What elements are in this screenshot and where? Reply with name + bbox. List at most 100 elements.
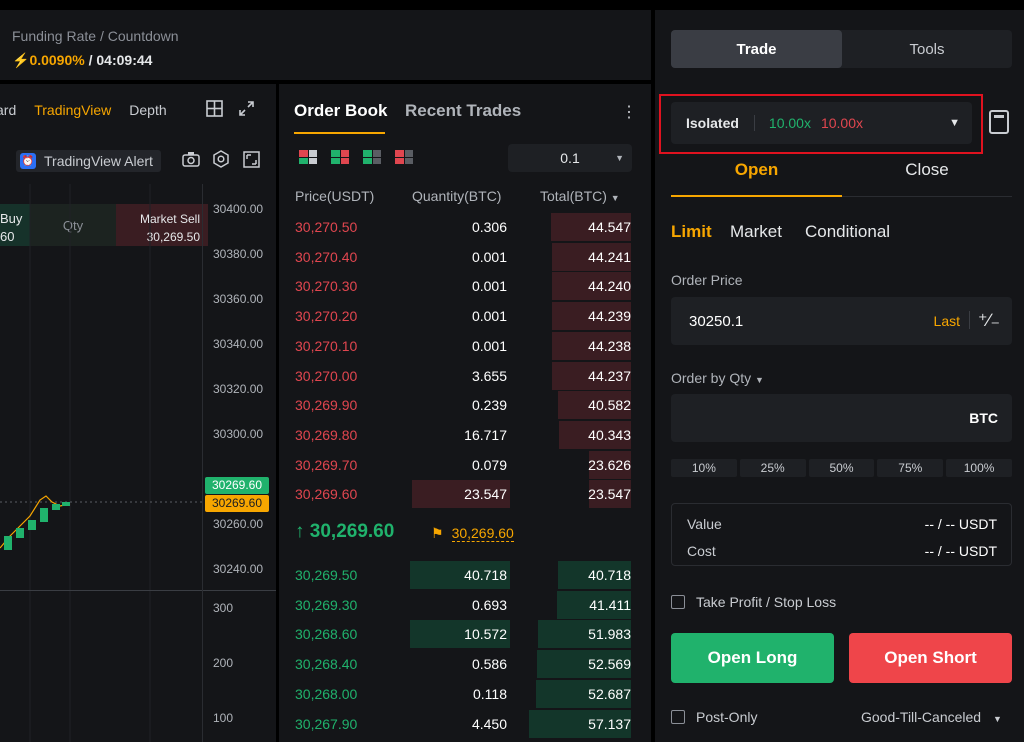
- ask-row[interactable]: 30,270.10 0.001 44.238: [279, 331, 651, 360]
- bid-total: 57.137: [588, 715, 631, 732]
- tab-underline: [294, 132, 385, 134]
- bid-row[interactable]: 30,269.50 40.718 40.718: [279, 561, 651, 589]
- quantity-input[interactable]: BTC: [671, 394, 1012, 442]
- total-depth-bar: [537, 650, 631, 679]
- ask-row[interactable]: 30,270.20 0.001 44.239: [279, 302, 651, 331]
- pane-divider[interactable]: [0, 590, 276, 591]
- bid-qty: 0.586: [471, 656, 507, 673]
- total-depth-bar: [557, 391, 631, 420]
- tab-tradingview[interactable]: TradingView: [34, 102, 112, 118]
- open-long-button[interactable]: Open Long: [671, 633, 834, 683]
- tab-open[interactable]: Open: [734, 160, 779, 179]
- ask-row[interactable]: 30,270.50 0.306 44.547: [279, 213, 651, 241]
- ask-price: 30,270.50: [295, 219, 358, 235]
- ask-price: 30,269.70: [295, 456, 358, 473]
- ask-qty: 0.239: [471, 397, 507, 414]
- view-bids-icon[interactable]: [363, 150, 381, 164]
- order-type-limit[interactable]: Limit: [671, 222, 712, 241]
- percent-100[interactable]: 100%: [946, 459, 1012, 477]
- leverage-long: 10.00x: [768, 115, 811, 131]
- leverage-select[interactable]: Isolated 10.00x 10.00x ▼: [671, 102, 972, 144]
- market-sell-button[interactable]: Market Sell 30,269.50: [116, 204, 208, 246]
- tab-depth[interactable]: Depth: [129, 102, 167, 118]
- last-price-button[interactable]: Last: [933, 313, 960, 329]
- ask-row[interactable]: 30,269.90 0.239 40.582: [279, 391, 651, 420]
- view-asks-icon[interactable]: [395, 150, 413, 164]
- ask-total: 44.237: [588, 367, 631, 384]
- bid-price: 30,267.90: [295, 715, 358, 732]
- bid-row[interactable]: 30,268.00 0.118 52.687: [279, 679, 651, 708]
- trade-panel: Trade Tools Isolated 10.00x 10.00x ▼ Ope…: [655, 10, 1024, 742]
- bid-row[interactable]: 30,269.30 0.693 41.411: [279, 590, 651, 619]
- post-only-checkbox[interactable]: [671, 710, 685, 724]
- percent-50[interactable]: 50%: [808, 459, 875, 477]
- candlestick-chart[interactable]: [0, 184, 276, 742]
- time-in-force-select[interactable]: Good-Till-Canceled ▼: [861, 709, 1002, 725]
- ask-row[interactable]: 30,269.80 16.717 40.343: [279, 420, 651, 449]
- percent-25[interactable]: 25%: [739, 459, 806, 477]
- tab-trade[interactable]: Trade: [671, 30, 842, 68]
- ask-row[interactable]: 30,270.30 0.001 44.240: [279, 272, 651, 301]
- bid-qty: 4.450: [471, 715, 507, 732]
- market-buy-button[interactable]: Buy 60: [0, 204, 30, 246]
- last-price-tag: 30269.60: [205, 477, 269, 494]
- order-by-qty-select[interactable]: Order by Qty ▼: [671, 370, 764, 386]
- ask-qty: 0.001: [471, 337, 507, 354]
- ask-qty: 0.306: [471, 219, 507, 235]
- camera-icon[interactable]: [182, 150, 200, 168]
- caret-down-icon: ▼: [610, 193, 620, 203]
- ask-row[interactable]: 30,269.60 23.547 23.547: [279, 480, 651, 509]
- total-depth-bar: [588, 480, 631, 509]
- tab-order-book[interactable]: Order Book: [294, 101, 388, 120]
- fullscreen-icon[interactable]: [242, 150, 260, 168]
- bid-price: 30,268.00: [295, 685, 358, 702]
- bid-row[interactable]: 30,268.40 0.586 52.569: [279, 650, 651, 679]
- percent-75[interactable]: 75%: [877, 459, 944, 477]
- price-axis[interactable]: 30400.00 30380.00 30360.00 30340.00 3032…: [202, 184, 276, 742]
- funding-value: ⚡0.0090% / 04:09:44: [12, 52, 153, 68]
- ask-row[interactable]: 30,269.70 0.079 23.626: [279, 450, 651, 479]
- view-both-icon[interactable]: [299, 150, 317, 164]
- total-depth-bar: [551, 272, 631, 301]
- tab-standard[interactable]: ard: [0, 102, 17, 118]
- tpsl-checkbox[interactable]: [671, 595, 685, 609]
- tab-recent-trades[interactable]: Recent Trades: [405, 101, 522, 120]
- view-split-icon[interactable]: [331, 150, 349, 164]
- total-depth-bar: [538, 620, 631, 649]
- header-total[interactable]: Total(BTC) ▼: [540, 188, 620, 204]
- tab-tools[interactable]: Tools: [909, 40, 945, 58]
- open-short-button[interactable]: Open Short: [849, 633, 1012, 683]
- more-vertical-icon[interactable]: ⋮: [621, 104, 637, 121]
- bid-total: 52.687: [588, 685, 631, 702]
- order-price-label: Order Price: [671, 272, 743, 288]
- order-price-input[interactable]: 30250.1 Last ⁺∕₋: [671, 297, 1012, 345]
- settings-hex-icon[interactable]: [212, 150, 230, 168]
- order-type-conditional[interactable]: Conditional: [805, 222, 891, 241]
- order-type-market[interactable]: Market: [730, 222, 782, 241]
- flag-icon: ⚑: [431, 525, 444, 541]
- funding-countdown: 04:09:44: [96, 52, 153, 68]
- percent-10[interactable]: 10%: [671, 459, 737, 477]
- precision-select[interactable]: 0.1 ▼: [508, 144, 632, 172]
- ask-row[interactable]: 30,270.00 3.655 44.237: [279, 361, 651, 390]
- mark-price[interactable]: ⚑ 30,269.60: [431, 525, 514, 542]
- quantity-depth-bar: [410, 561, 510, 589]
- ask-price: 30,269.60: [295, 486, 358, 503]
- tab-close[interactable]: Close: [905, 160, 949, 179]
- ask-row[interactable]: 30,270.40 0.001 44.241: [279, 242, 651, 271]
- plus-minus-icon[interactable]: ⁺∕₋: [977, 310, 1000, 330]
- ask-total: 40.582: [588, 397, 631, 414]
- margin-mode: Isolated: [671, 115, 755, 131]
- chart-tabs: ard TradingView Depth: [0, 102, 185, 118]
- qty-unit: BTC: [969, 410, 998, 426]
- caret-down-icon: ▼: [992, 714, 1002, 724]
- ask-total: 44.238: [588, 337, 631, 354]
- bid-row[interactable]: 30,267.90 4.450 57.137: [279, 709, 651, 738]
- bid-row[interactable]: 30,268.60 10.572 51.983: [279, 620, 651, 649]
- quick-qty-input[interactable]: Qty: [30, 204, 116, 246]
- tradingview-alert-button[interactable]: ⏰ TradingView Alert: [16, 150, 161, 172]
- calculator-icon[interactable]: [989, 110, 1009, 134]
- layout-grid-icon[interactable]: [205, 99, 223, 117]
- expand-icon[interactable]: [237, 99, 255, 117]
- last-price: ↑ 30,269.60: [295, 521, 395, 542]
